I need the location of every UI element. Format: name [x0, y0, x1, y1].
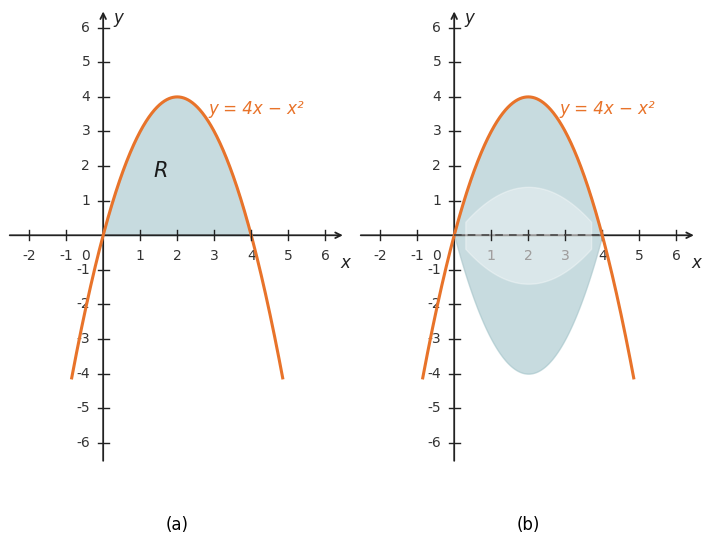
Text: -3: -3	[77, 332, 90, 346]
Text: 1: 1	[432, 193, 441, 207]
Text: 0: 0	[432, 249, 441, 263]
Text: -4: -4	[77, 367, 90, 381]
Text: 4: 4	[247, 249, 255, 263]
Text: 6: 6	[82, 21, 90, 35]
Text: 3: 3	[432, 124, 441, 138]
Text: 3: 3	[82, 124, 90, 138]
Text: 3: 3	[210, 249, 218, 263]
Text: (b): (b)	[517, 516, 540, 534]
Text: -6: -6	[428, 436, 441, 450]
Text: -5: -5	[428, 401, 441, 415]
Text: -1: -1	[60, 249, 73, 263]
Text: -4: -4	[428, 367, 441, 381]
Text: 5: 5	[82, 55, 90, 69]
Text: 2: 2	[524, 249, 532, 263]
Text: 0: 0	[82, 249, 90, 263]
Text: 1: 1	[82, 193, 90, 207]
Text: 5: 5	[432, 55, 441, 69]
Text: y = 4x − x²: y = 4x − x²	[559, 100, 655, 118]
Text: -2: -2	[374, 249, 387, 263]
Text: -6: -6	[77, 436, 90, 450]
Text: y = 4x − x²: y = 4x − x²	[208, 100, 304, 118]
Text: -2: -2	[77, 297, 90, 311]
Text: R: R	[153, 161, 168, 181]
Text: 6: 6	[432, 21, 441, 35]
Text: 3: 3	[561, 249, 569, 263]
Text: 6: 6	[320, 249, 330, 263]
Text: y: y	[113, 9, 123, 27]
Text: y: y	[464, 9, 474, 27]
Text: 4: 4	[82, 90, 90, 104]
Text: -3: -3	[428, 332, 441, 346]
Text: -5: -5	[77, 401, 90, 415]
Text: 2: 2	[82, 159, 90, 173]
Text: x: x	[692, 254, 702, 272]
Text: 6: 6	[672, 249, 681, 263]
Text: x: x	[340, 254, 350, 272]
Text: 2: 2	[173, 249, 182, 263]
Text: 1: 1	[135, 249, 145, 263]
Text: (a): (a)	[166, 516, 189, 534]
Text: -1: -1	[77, 263, 90, 277]
Text: 4: 4	[598, 249, 607, 263]
Text: -1: -1	[428, 263, 441, 277]
Text: 5: 5	[284, 249, 293, 263]
Text: -2: -2	[23, 249, 36, 263]
Text: 2: 2	[432, 159, 441, 173]
Text: 4: 4	[432, 90, 441, 104]
Text: -2: -2	[428, 297, 441, 311]
Text: 5: 5	[635, 249, 644, 263]
Text: -1: -1	[411, 249, 424, 263]
Text: 1: 1	[487, 249, 496, 263]
